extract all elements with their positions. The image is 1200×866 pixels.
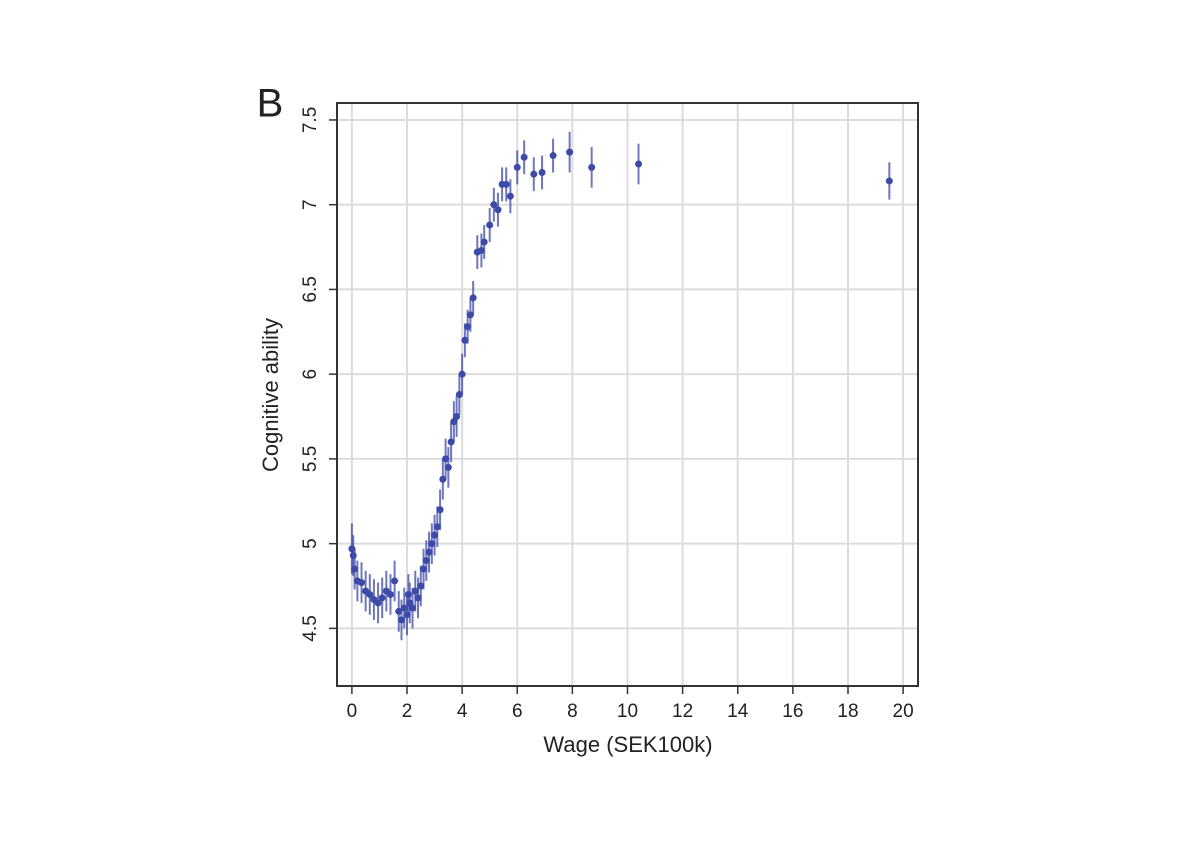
data-point (447, 438, 455, 446)
y-tick-label: 7.5 (300, 107, 321, 133)
data-point (477, 246, 485, 254)
x-axis-label: Wage (SEK100k) (543, 732, 712, 757)
data-point (506, 192, 514, 200)
data-point (411, 587, 419, 595)
data-point (366, 590, 374, 598)
data-point (422, 557, 430, 565)
y-tick-label: 6 (300, 369, 321, 380)
data-point (431, 531, 439, 539)
y-axis-label: Cognitive ability (258, 318, 283, 472)
data-point (420, 565, 428, 573)
data-point (486, 221, 494, 229)
x-tick-label: 16 (782, 701, 803, 722)
data-point (417, 582, 425, 590)
data-point (439, 475, 447, 483)
data-point (538, 168, 546, 176)
data-point (433, 523, 441, 531)
data-point (444, 463, 452, 471)
data-point (502, 180, 510, 188)
data-point (425, 548, 433, 556)
data-point (391, 577, 399, 585)
data-point (635, 160, 643, 168)
data-point (549, 152, 557, 160)
data-point (351, 565, 359, 573)
data-point (513, 163, 521, 171)
y-tick-label: 4.5 (300, 615, 321, 641)
data-point (490, 201, 498, 209)
x-tick-label: 2 (402, 701, 413, 722)
data-point (442, 455, 450, 463)
data-point (455, 391, 463, 398)
data-point (588, 163, 596, 171)
x-tick-label: 20 (893, 701, 914, 722)
panel-label: B (257, 82, 284, 126)
data-point (520, 153, 528, 161)
data-point (395, 607, 403, 615)
data-point (414, 594, 422, 602)
y-tick-label: 7 (300, 199, 321, 210)
data-point (428, 540, 436, 548)
data-point (453, 413, 461, 421)
plot-frame (336, 102, 919, 687)
data-point (436, 506, 444, 514)
data-point (404, 590, 412, 598)
x-tick-label: 12 (672, 701, 693, 722)
data-point (461, 336, 469, 344)
data-point (566, 148, 574, 156)
x-tick-label: 4 (457, 701, 468, 722)
data-point (530, 170, 538, 178)
y-tick-label: 5 (300, 538, 321, 549)
data-point (409, 604, 417, 612)
data-point (469, 294, 477, 302)
data-point (466, 311, 474, 319)
x-tick-label: 18 (837, 701, 858, 722)
data-point (458, 370, 466, 378)
data-point (358, 579, 366, 587)
data-point (397, 616, 405, 624)
data-point (386, 590, 394, 598)
data-point (349, 552, 357, 560)
x-tick-label: 0 (347, 701, 358, 722)
data-point (400, 604, 408, 612)
x-tick-label: 8 (567, 701, 578, 722)
data-point (374, 599, 382, 607)
x-tick-label: 6 (512, 701, 523, 722)
y-tick-label: 6.5 (300, 276, 321, 302)
data-point (885, 177, 893, 185)
data-point (480, 238, 488, 246)
data-point (494, 206, 502, 214)
x-tick-label: 10 (617, 701, 638, 722)
x-tick-label: 14 (727, 701, 749, 722)
data-point (378, 594, 386, 602)
data-point (464, 323, 472, 331)
y-tick-label: 5.5 (300, 446, 321, 472)
